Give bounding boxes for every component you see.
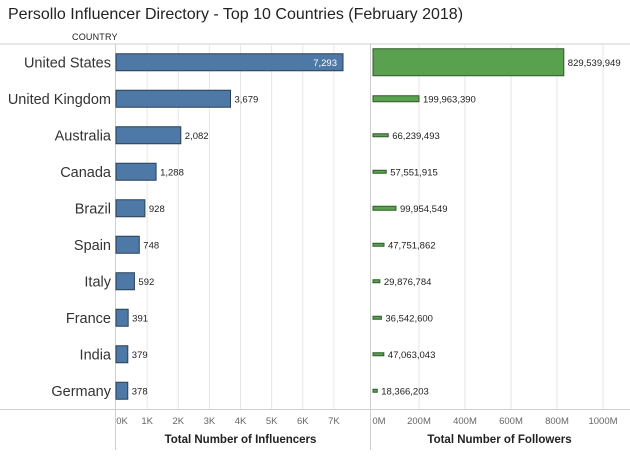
followers-value-label-canada: 57,551,915 bbox=[390, 167, 438, 178]
influencers-value-label-india: 379 bbox=[132, 350, 148, 361]
influencers-tick-label: 1K bbox=[141, 416, 153, 427]
followers-axis-title: Total Number of Followers bbox=[427, 434, 571, 446]
influencers-tick-label: 4K bbox=[235, 416, 247, 427]
followers-value-label-france: 36,542,600 bbox=[385, 313, 433, 324]
followers-value-label-australia: 66,239,493 bbox=[392, 131, 440, 142]
followers-bar-canada bbox=[372, 169, 387, 174]
influencers-tick-label: 5K bbox=[266, 416, 278, 427]
followers-tick-label: 0M bbox=[372, 416, 385, 427]
followers-value-label-united-kingdom: 199,963,390 bbox=[423, 94, 476, 105]
country-label-germany: Germany bbox=[51, 384, 111, 400]
followers-value-label-united-states: 829,539,949 bbox=[568, 58, 621, 69]
influencers-axis-title: Total Number of Influencers bbox=[165, 434, 317, 446]
influencers-bar-france bbox=[115, 308, 129, 327]
influencers-tick-label: 6K bbox=[297, 416, 309, 427]
followers-bar-germany bbox=[372, 388, 378, 393]
country-label-australia: Australia bbox=[55, 128, 112, 144]
followers-bar-india bbox=[372, 352, 385, 357]
followers-value-label-india: 47,063,043 bbox=[388, 350, 436, 361]
influencers-value-label-germany: 378 bbox=[132, 386, 148, 397]
influencers-bar-australia bbox=[115, 126, 182, 145]
influencers-tick-label: 7K bbox=[328, 416, 340, 427]
influencers-value-label-united-states: 7,293 bbox=[313, 58, 337, 69]
followers-bar-united-kingdom bbox=[372, 95, 420, 103]
influencers-bar-spain bbox=[115, 235, 140, 254]
followers-bar-italy bbox=[372, 279, 381, 284]
influencers-value-label-united-kingdom: 3,679 bbox=[235, 94, 259, 105]
influencers-bar-germany bbox=[115, 381, 129, 400]
influencers-value-label-australia: 2,082 bbox=[185, 131, 209, 142]
followers-bar-spain bbox=[372, 242, 385, 247]
influencers-bar-italy bbox=[115, 272, 135, 291]
country-label-france: France bbox=[66, 311, 111, 327]
followers-value-label-spain: 47,751,862 bbox=[388, 240, 436, 251]
country-label-brazil: Brazil bbox=[75, 201, 111, 217]
country-label-canada: Canada bbox=[60, 165, 112, 181]
followers-tick-label: 400M bbox=[453, 416, 477, 427]
country-column-header: COUNTRY bbox=[72, 32, 118, 42]
country-label-spain: Spain bbox=[74, 238, 111, 254]
country-label-india: India bbox=[80, 347, 112, 363]
country-label-italy: Italy bbox=[84, 274, 111, 290]
influencers-value-label-canada: 1,288 bbox=[160, 167, 184, 178]
influencers-value-label-spain: 748 bbox=[143, 240, 159, 251]
followers-value-label-germany: 18,366,203 bbox=[381, 386, 429, 397]
country-label-united-states: United States bbox=[24, 55, 111, 71]
influencers-bar-india bbox=[115, 345, 129, 364]
followers-tick-label: 600M bbox=[499, 416, 523, 427]
followers-tick-label: 200M bbox=[407, 416, 431, 427]
influencers-value-label-france: 391 bbox=[132, 313, 148, 324]
influencers-value-label-italy: 592 bbox=[138, 277, 154, 288]
country-label-united-kingdom: United Kingdom bbox=[8, 92, 111, 108]
influencers-tick-label: 0K bbox=[116, 416, 128, 427]
followers-bar-australia bbox=[372, 133, 389, 138]
followers-bar-brazil bbox=[372, 205, 397, 211]
influencers-value-label-brazil: 928 bbox=[149, 204, 165, 215]
followers-value-label-brazil: 99,954,549 bbox=[400, 204, 448, 215]
followers-value-label-italy: 29,876,784 bbox=[384, 277, 432, 288]
followers-tick-label: 1000M bbox=[588, 416, 617, 427]
influencers-bar-brazil bbox=[115, 199, 146, 218]
chart-title: Persollo Influencer Directory - Top 10 C… bbox=[8, 6, 464, 23]
influencers-bar-united-states bbox=[115, 53, 344, 72]
influencers-tick-label: 2K bbox=[172, 416, 184, 427]
followers-bar-france bbox=[372, 315, 382, 320]
followers-bar-united-states bbox=[372, 48, 565, 77]
followers-tick-label: 800M bbox=[545, 416, 569, 427]
influencers-bar-united-kingdom bbox=[115, 89, 232, 108]
influencers-tick-label: 3K bbox=[204, 416, 216, 427]
influencers-bar-canada bbox=[115, 162, 157, 181]
